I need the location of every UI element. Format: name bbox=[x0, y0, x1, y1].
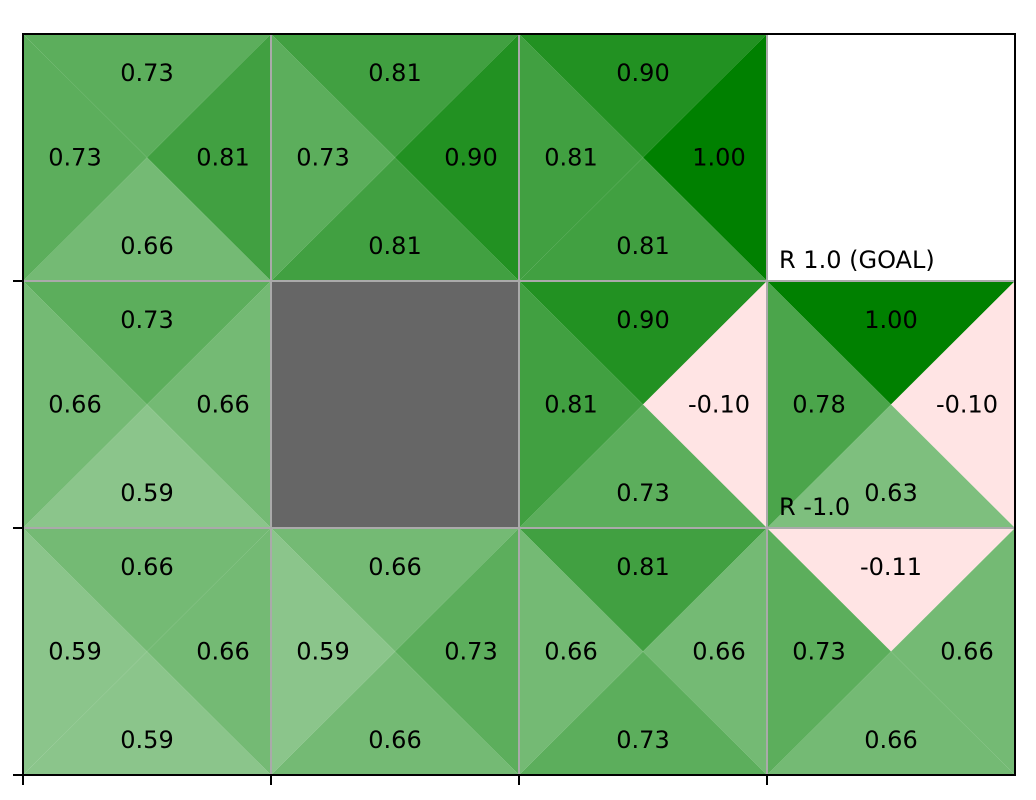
q-triangle-right bbox=[643, 528, 767, 775]
q-value-up: 0.81 bbox=[616, 553, 669, 581]
q-triangle-down bbox=[271, 651, 519, 775]
q-value-right: -0.10 bbox=[936, 391, 998, 419]
q-value-down: 0.59 bbox=[120, 726, 173, 754]
q-value-right: -0.10 bbox=[688, 391, 750, 419]
q-triangle-up bbox=[23, 528, 271, 652]
q-value-down: 0.63 bbox=[864, 479, 917, 507]
q-value-right: 0.90 bbox=[444, 144, 497, 172]
q-value-up: 1.00 bbox=[864, 306, 917, 334]
q-value-left: 0.59 bbox=[296, 638, 349, 666]
q-triangle-right bbox=[891, 528, 1015, 775]
wall-cell bbox=[271, 281, 519, 528]
q-triangle-left bbox=[23, 34, 147, 281]
q-triangle-right bbox=[891, 281, 1015, 528]
q-triangle-down bbox=[23, 157, 271, 281]
q-triangle-left bbox=[767, 528, 891, 775]
q-value-right: 0.66 bbox=[692, 638, 745, 666]
q-triangle-left bbox=[271, 34, 395, 281]
q-value-down: 0.73 bbox=[616, 479, 669, 507]
q-value-left: 0.73 bbox=[792, 638, 845, 666]
q-triangle-down bbox=[23, 404, 271, 528]
q-triangle-right bbox=[643, 281, 767, 528]
q-triangle-up bbox=[767, 528, 1015, 652]
q-value-down: 0.66 bbox=[368, 726, 421, 754]
q-triangle-down bbox=[767, 404, 1015, 528]
grid-cells bbox=[23, 34, 1015, 775]
q-value-down: 0.66 bbox=[120, 232, 173, 260]
q-triangle-up bbox=[271, 528, 519, 652]
q-value-left: 0.59 bbox=[48, 638, 101, 666]
q-value-left: 0.66 bbox=[48, 391, 101, 419]
reward-label: R 1.0 (GOAL) bbox=[779, 246, 935, 274]
q-triangle-down bbox=[519, 157, 767, 281]
q-triangle-down bbox=[767, 651, 1015, 775]
q-value-left: 0.73 bbox=[296, 144, 349, 172]
q-value-right: 0.73 bbox=[444, 638, 497, 666]
q-triangle-down bbox=[271, 157, 519, 281]
q-value-right: 0.66 bbox=[196, 391, 249, 419]
q-value-up: 0.66 bbox=[120, 553, 173, 581]
q-value-right: 0.81 bbox=[196, 144, 249, 172]
q-triangle-down bbox=[519, 651, 767, 775]
q-value-up: 0.81 bbox=[368, 59, 421, 87]
q-value-right: 1.00 bbox=[692, 144, 745, 172]
q-triangle-up bbox=[767, 281, 1015, 405]
q-triangle-left bbox=[271, 528, 395, 775]
q-value-down: 0.66 bbox=[864, 726, 917, 754]
q-value-left: 0.81 bbox=[544, 391, 597, 419]
q-value-up: 0.90 bbox=[616, 59, 669, 87]
q-triangle-down bbox=[23, 651, 271, 775]
q-value-left: 0.81 bbox=[544, 144, 597, 172]
q-triangle-right bbox=[395, 528, 519, 775]
q-value-up: 0.66 bbox=[368, 553, 421, 581]
q-triangle-right bbox=[643, 34, 767, 281]
q-value-down: 0.81 bbox=[616, 232, 669, 260]
q-triangle-left bbox=[23, 281, 147, 528]
q-value-up: 0.73 bbox=[120, 306, 173, 334]
q-value-left: 0.73 bbox=[48, 144, 101, 172]
plot-frame bbox=[13, 33, 1016, 785]
q-value-labels: 0.73 0.81 0.66 0.73 0.81 0.90 0.81 0.73 0.90 1.00… bbox=[48, 59, 998, 754]
q-value-down: 0.73 bbox=[616, 726, 669, 754]
q-triangle-left bbox=[23, 528, 147, 775]
q-triangle-up bbox=[519, 281, 767, 405]
q-triangle-left bbox=[767, 281, 891, 528]
q-value-left: 0.66 bbox=[544, 638, 597, 666]
q-value-up: 0.90 bbox=[616, 306, 669, 334]
q-value-left: 0.78 bbox=[792, 391, 845, 419]
q-triangle-up bbox=[271, 34, 519, 158]
q-value-up: -0.11 bbox=[860, 553, 922, 581]
q-value-down: 0.81 bbox=[368, 232, 421, 260]
q-triangle-up bbox=[519, 34, 767, 158]
q-value-down: 0.59 bbox=[120, 479, 173, 507]
q-value-right: 0.66 bbox=[940, 638, 993, 666]
q-triangle-right bbox=[395, 34, 519, 281]
reward-label: R -1.0 bbox=[779, 493, 850, 521]
q-triangle-up bbox=[519, 528, 767, 652]
q-value-right: 0.66 bbox=[196, 638, 249, 666]
q-value-up: 0.73 bbox=[120, 59, 173, 87]
q-triangle-down bbox=[519, 404, 767, 528]
terminal-cell bbox=[767, 34, 1015, 281]
q-triangle-left bbox=[519, 281, 643, 528]
grid-lines bbox=[23, 34, 1015, 775]
q-triangle-left bbox=[519, 528, 643, 775]
q-triangle-up bbox=[23, 34, 271, 158]
q-triangle-right bbox=[147, 281, 271, 528]
q-triangle-left bbox=[519, 34, 643, 281]
q-triangle-right bbox=[147, 34, 271, 281]
q-triangle-right bbox=[147, 528, 271, 775]
q-triangle-up bbox=[23, 281, 271, 405]
